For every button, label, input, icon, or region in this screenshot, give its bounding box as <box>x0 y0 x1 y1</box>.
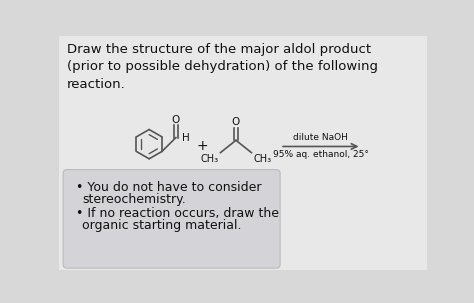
Text: organic starting material.: organic starting material. <box>82 219 242 232</box>
Text: O: O <box>172 115 180 125</box>
Text: 95% aq. ethanol, 25°: 95% aq. ethanol, 25° <box>273 150 369 159</box>
Text: • You do not have to consider: • You do not have to consider <box>76 181 262 194</box>
Text: Draw the structure of the major aldol product
(prior to possible dehydration) of: Draw the structure of the major aldol pr… <box>67 42 378 91</box>
Text: +: + <box>197 139 209 153</box>
Text: CH₃: CH₃ <box>201 154 219 164</box>
Text: CH₃: CH₃ <box>253 154 271 164</box>
Text: stereochemistry.: stereochemistry. <box>82 193 186 206</box>
Text: O: O <box>232 117 240 127</box>
Text: • If no reaction occurs, draw the: • If no reaction occurs, draw the <box>76 207 279 220</box>
Text: H: H <box>182 133 190 143</box>
Text: dilute NaOH: dilute NaOH <box>293 133 348 142</box>
FancyBboxPatch shape <box>59 36 427 270</box>
FancyBboxPatch shape <box>63 170 280 268</box>
